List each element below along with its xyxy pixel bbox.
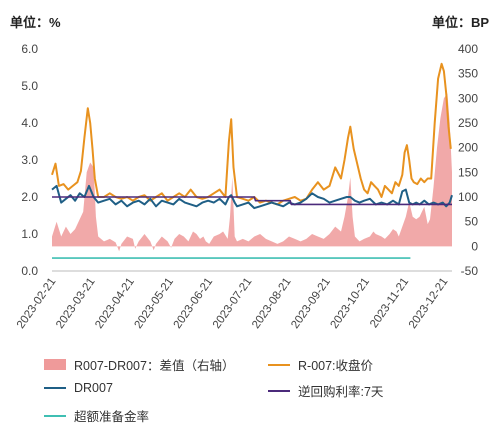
- legend-swatch: [44, 387, 66, 389]
- y-left-tick-label: 2.0: [21, 190, 38, 204]
- series-line-r007: [51, 62, 452, 206]
- y-right-tick-label: 300: [458, 91, 478, 105]
- x-tick-label: 2023-06-21: [172, 276, 216, 331]
- y-right-tick-label: 400: [458, 42, 478, 56]
- y-right-tick-label: 350: [458, 67, 478, 81]
- right-axis-unit: 单位：BP: [431, 15, 489, 30]
- x-tick-label: 2023-07-21: [211, 276, 255, 331]
- y-left-tick-label: 1.0: [21, 227, 38, 241]
- y-left-tick-label: 0.0: [21, 264, 38, 278]
- y-right-tick-label: 100: [458, 190, 478, 204]
- legend-item: DR007: [44, 381, 113, 395]
- legend-swatch: [268, 363, 290, 366]
- y-left-tick-label: 3.0: [21, 153, 38, 167]
- x-tick-label: 2023-02-21: [15, 276, 59, 331]
- legend-item: 逆回购利率:7天: [268, 381, 383, 400]
- x-tick-label: 2023-05-21: [132, 276, 176, 331]
- legend-label: DR007: [74, 381, 113, 395]
- legend-label: 逆回购利率:7天: [298, 385, 384, 399]
- legend-item: 超额准备金率: [44, 406, 149, 425]
- y-right-tick-label: 250: [458, 116, 478, 130]
- x-tick-label: 2023-12-21: [407, 276, 451, 331]
- y-right-tick-label: 200: [458, 141, 478, 155]
- y-left-tick-label: 5.0: [21, 79, 38, 93]
- legend-swatch: [44, 359, 66, 370]
- y-left-tick-label: 4.0: [21, 116, 38, 130]
- y-left-tick-label: 6.0: [21, 42, 38, 56]
- x-tick-label: 2023-11-21: [368, 276, 411, 330]
- legend-item: R007-DR007：差值（右轴）: [44, 355, 234, 374]
- legend-item: R-007:收盘价: [268, 355, 373, 374]
- x-tick-label: 2023-04-21: [93, 276, 137, 331]
- x-tick-label: 2023-03-21: [54, 276, 98, 331]
- x-tick-label: 2023-10-21: [328, 276, 372, 331]
- left-axis-unit: 单位：%: [10, 15, 61, 30]
- legend-label: 超额准备金率: [74, 410, 150, 424]
- x-tick-label: 2023-09-21: [289, 276, 333, 331]
- series-line-reverse-repo-7d: [52, 196, 452, 206]
- legend-swatch: [268, 389, 290, 392]
- legend-label: R-007:收盘价: [298, 359, 374, 373]
- legend-swatch: [44, 414, 66, 417]
- y-right-tick-label: -50: [461, 264, 479, 278]
- y-right-tick-label: 50: [465, 215, 479, 229]
- y-right-tick-label: 150: [458, 165, 478, 179]
- x-tick-label: 2023-08-21: [250, 276, 294, 331]
- series-area-r007-dr007: [52, 93, 452, 252]
- legend-label: R007-DR007：差值（右轴）: [74, 359, 235, 373]
- y-right-tick-label: 0: [471, 239, 478, 253]
- series-line-dr007: [51, 184, 453, 210]
